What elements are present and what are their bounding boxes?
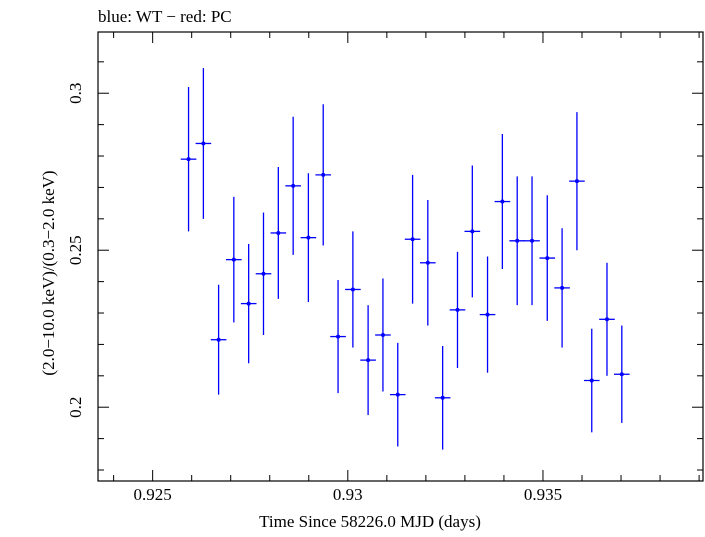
plot-frame	[97, 31, 704, 482]
point-marker	[410, 237, 415, 242]
data-point	[240, 243, 257, 364]
point-marker	[619, 372, 624, 377]
data-point	[345, 231, 361, 348]
data-point	[300, 173, 317, 303]
data-point	[509, 176, 526, 306]
data-point	[494, 134, 511, 270]
point-marker	[231, 257, 236, 262]
point-marker	[366, 358, 371, 363]
point-marker	[455, 307, 460, 312]
point-marker	[380, 332, 385, 337]
point-marker	[321, 172, 326, 177]
point-marker	[350, 287, 355, 292]
data-point	[195, 68, 212, 219]
chart-title: blue: WT − red: PC	[98, 7, 232, 26]
x-axis-title: Time Since 58226.0 MJD (days)	[259, 512, 481, 531]
point-marker	[201, 141, 206, 146]
x-tick-label: 0.925	[134, 485, 172, 504]
data-point	[226, 196, 242, 323]
y-tick-label: 0.2	[66, 397, 85, 418]
point-marker	[216, 337, 221, 342]
data-point	[479, 256, 496, 373]
point-marker	[276, 230, 281, 235]
data-point	[270, 167, 287, 299]
data-point	[315, 104, 332, 246]
data-point	[569, 112, 585, 251]
data-point	[554, 228, 570, 348]
point-marker	[515, 238, 520, 243]
data-point	[375, 278, 391, 392]
point-marker	[336, 334, 341, 339]
data-point	[285, 116, 301, 255]
y-tick-label: 0.3	[66, 83, 85, 104]
y-axis-title: (2.0−10.0 keV)/(0.3−2.0 keV)	[39, 170, 58, 375]
point-marker	[560, 285, 565, 290]
data-point	[180, 86, 197, 232]
point-marker	[530, 238, 535, 243]
point-marker	[261, 271, 266, 276]
point-marker	[291, 183, 296, 188]
point-marker	[470, 229, 475, 234]
point-marker	[589, 378, 594, 383]
point-marker	[395, 392, 400, 397]
data-point	[614, 325, 630, 423]
data-points	[180, 68, 630, 450]
data-point	[434, 345, 451, 450]
axis-ticks	[98, 32, 703, 481]
point-marker	[306, 235, 311, 240]
point-marker	[246, 301, 251, 306]
data-point	[583, 328, 600, 433]
data-point	[389, 342, 406, 447]
data-point	[404, 174, 421, 304]
point-marker	[545, 256, 550, 261]
data-point	[464, 165, 481, 298]
point-marker	[186, 157, 191, 162]
x-tick-label: 0.935	[524, 485, 562, 504]
point-marker	[574, 179, 579, 184]
data-point	[599, 262, 615, 376]
data-point	[524, 176, 540, 306]
point-marker	[425, 260, 430, 265]
data-point	[255, 212, 272, 335]
x-tick-label: 0.93	[333, 485, 363, 504]
data-point	[360, 305, 376, 416]
data-point	[210, 284, 227, 395]
data-point	[420, 199, 436, 326]
data-point	[539, 195, 556, 321]
point-marker	[604, 317, 609, 322]
point-marker	[500, 199, 505, 204]
data-point	[330, 280, 346, 394]
data-point	[449, 251, 466, 368]
point-marker	[485, 312, 490, 317]
y-tick-label: 0.25	[66, 235, 85, 265]
point-marker	[440, 395, 445, 400]
axis-tick-labels: 0.925 0.93 0.935 0.2 0.25 0.3	[66, 83, 562, 504]
